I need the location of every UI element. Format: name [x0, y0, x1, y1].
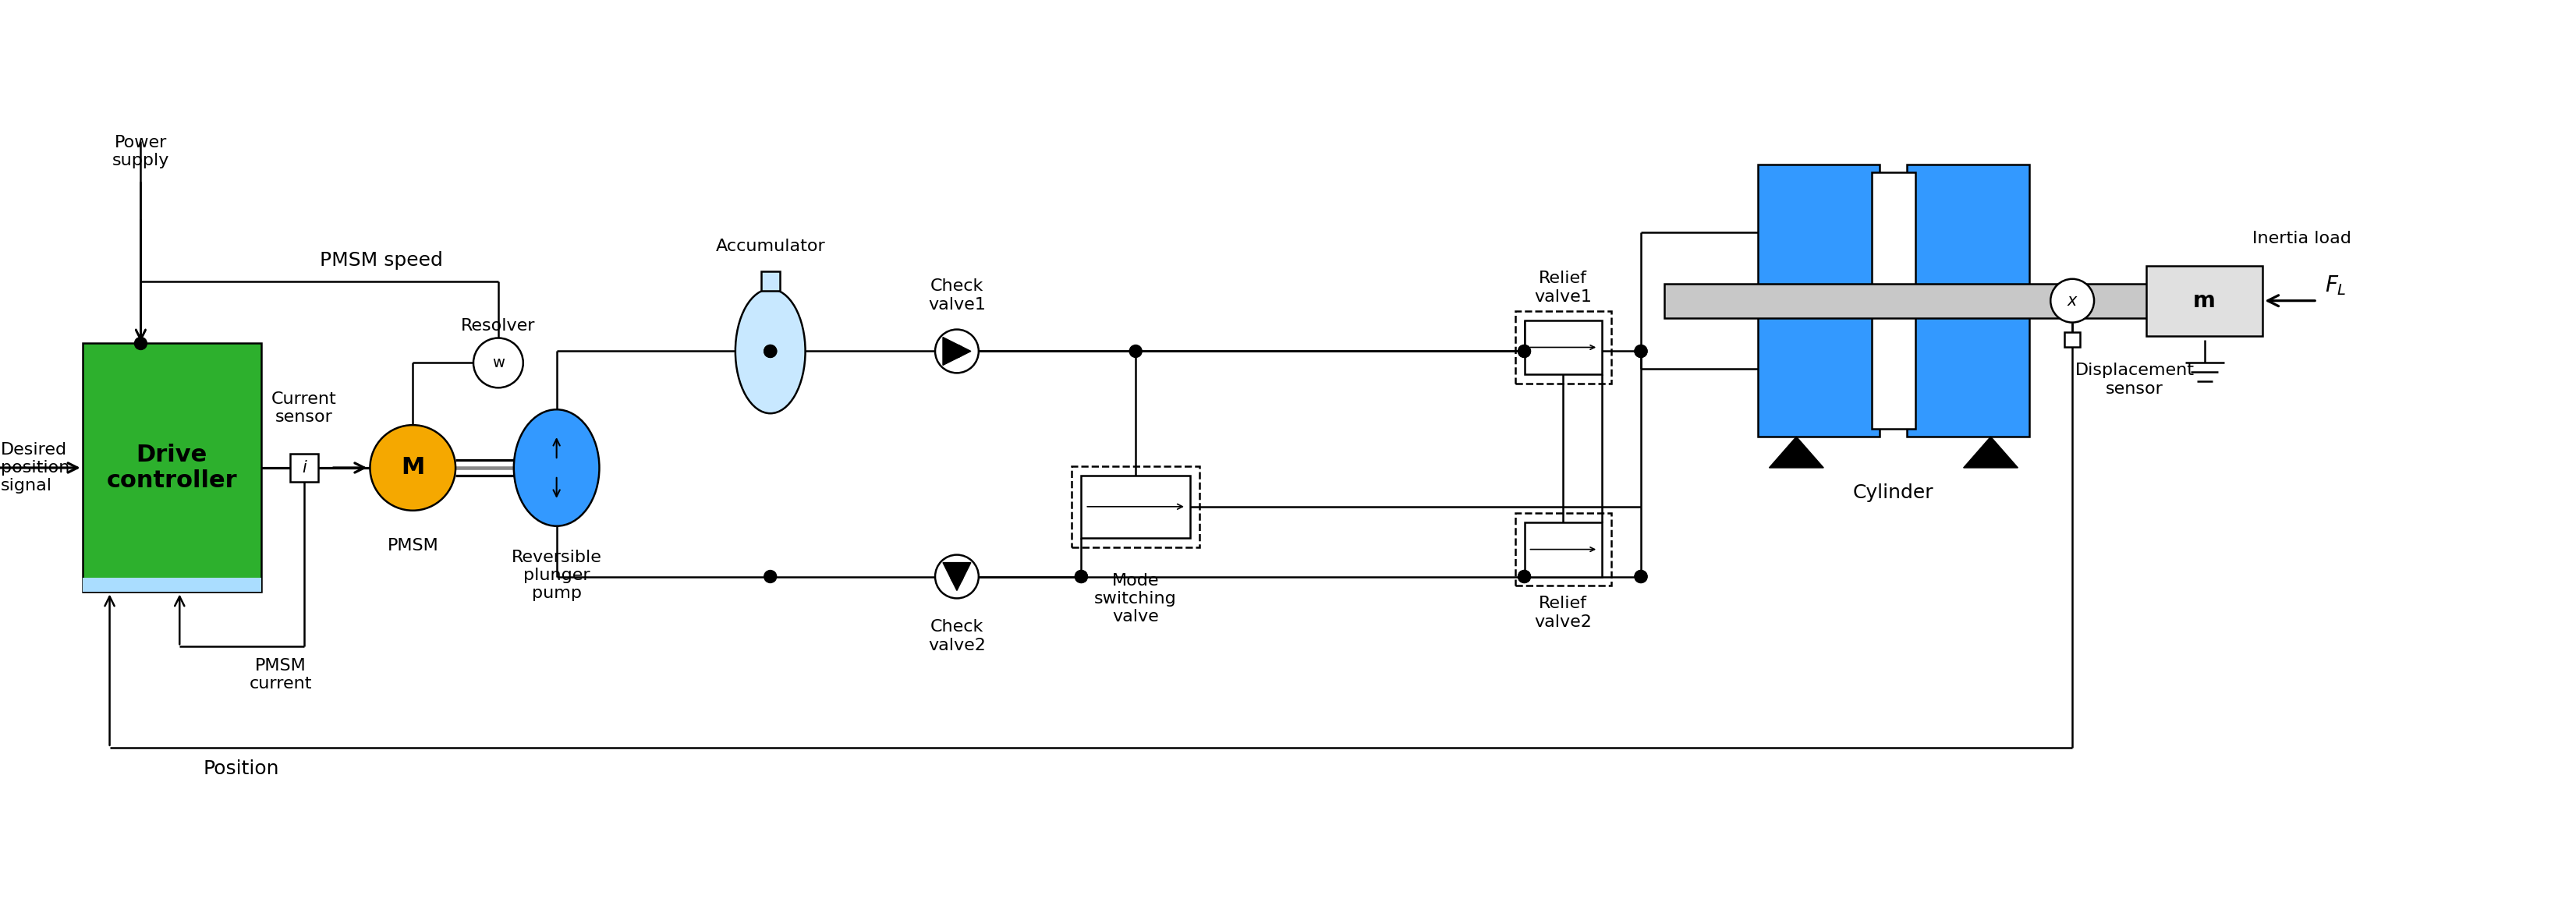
Circle shape — [1128, 345, 1141, 358]
Text: Check
valve1: Check valve1 — [927, 279, 987, 313]
Circle shape — [371, 425, 456, 511]
Text: Desired
position
signal: Desired position signal — [0, 442, 70, 494]
Ellipse shape — [734, 289, 806, 413]
FancyBboxPatch shape — [82, 343, 260, 592]
Text: Resolver: Resolver — [461, 317, 536, 333]
FancyBboxPatch shape — [291, 454, 317, 482]
Text: Relief
valve2: Relief valve2 — [1535, 596, 1592, 629]
Circle shape — [951, 345, 963, 358]
Text: Power
supply: Power supply — [113, 135, 170, 168]
Bar — [1873, 172, 1917, 429]
Circle shape — [474, 338, 523, 387]
Circle shape — [134, 338, 147, 350]
Circle shape — [1517, 345, 1530, 358]
FancyBboxPatch shape — [1082, 476, 1190, 537]
Text: PMSM: PMSM — [386, 537, 438, 553]
Text: Current
sensor: Current sensor — [270, 391, 337, 425]
Circle shape — [935, 555, 979, 598]
Circle shape — [951, 570, 963, 582]
Bar — [1906, 165, 2030, 437]
Bar — [1664, 283, 2200, 317]
Text: Position: Position — [204, 759, 278, 778]
Text: Check
valve2: Check valve2 — [927, 619, 987, 653]
Polygon shape — [943, 562, 971, 591]
Text: $F_L$: $F_L$ — [2326, 273, 2347, 297]
Text: x: x — [2069, 293, 2076, 308]
Text: Drive
controller: Drive controller — [106, 443, 237, 492]
Circle shape — [1074, 570, 1087, 582]
Circle shape — [1517, 345, 1530, 358]
Text: PMSM
current: PMSM current — [250, 658, 312, 692]
Bar — [1757, 165, 1880, 437]
Circle shape — [2050, 279, 2094, 322]
Circle shape — [1636, 570, 1646, 582]
Circle shape — [765, 345, 775, 358]
Circle shape — [1517, 570, 1530, 582]
Circle shape — [935, 329, 979, 373]
Text: i: i — [301, 460, 307, 476]
Circle shape — [765, 570, 775, 582]
Text: m: m — [2192, 290, 2215, 312]
Text: M: M — [402, 456, 425, 479]
Circle shape — [765, 345, 775, 358]
Text: Inertia load: Inertia load — [2251, 231, 2352, 247]
Bar — [2146, 266, 2262, 336]
Polygon shape — [1770, 437, 1824, 467]
Text: Displacement
sensor: Displacement sensor — [2074, 362, 2195, 397]
FancyBboxPatch shape — [1525, 320, 1602, 374]
Text: Accumulator: Accumulator — [716, 238, 824, 254]
Circle shape — [951, 570, 963, 582]
Text: Relief
valve1: Relief valve1 — [1535, 270, 1592, 305]
Text: Reversible
plunger
pump: Reversible plunger pump — [513, 549, 603, 601]
Circle shape — [1074, 570, 1087, 582]
Polygon shape — [1963, 437, 2017, 467]
Circle shape — [1636, 570, 1646, 582]
Circle shape — [1636, 345, 1646, 358]
Text: Mode
switching
valve: Mode switching valve — [1095, 572, 1177, 625]
FancyBboxPatch shape — [82, 578, 260, 592]
Text: w: w — [492, 355, 505, 370]
Polygon shape — [943, 338, 971, 365]
Text: Cylinder: Cylinder — [1852, 483, 1935, 502]
Circle shape — [1636, 345, 1646, 358]
Circle shape — [951, 345, 963, 358]
Circle shape — [1517, 570, 1530, 582]
Bar — [760, 271, 781, 291]
Text: PMSM speed: PMSM speed — [319, 251, 443, 270]
Ellipse shape — [513, 409, 600, 526]
FancyBboxPatch shape — [2063, 332, 2079, 348]
FancyBboxPatch shape — [1525, 523, 1602, 577]
